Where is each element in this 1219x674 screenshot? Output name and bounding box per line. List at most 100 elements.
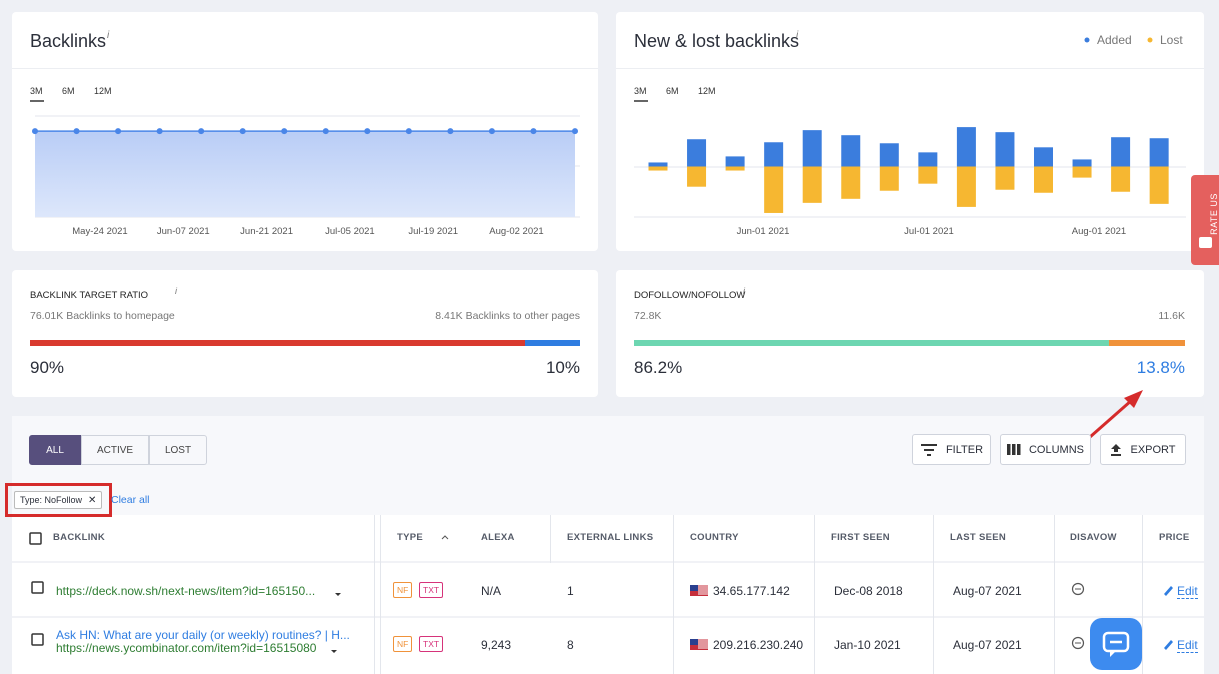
rate-us: RATE US	[1208, 193, 1219, 235]
flag-canton	[690, 639, 698, 645]
x-tick-label: Jun-07 2021	[157, 226, 210, 237]
disavow-icon	[1071, 582, 1085, 596]
bar	[802, 166, 822, 203]
period-tab[interactable]: 3M	[30, 86, 43, 96]
bar	[725, 156, 745, 167]
point	[322, 128, 329, 135]
caption: 8.41K Backlinks to other pages	[435, 310, 580, 322]
period-tab[interactable]: 6M	[62, 86, 75, 96]
toolbar-button[interactable]: EXPORT	[1100, 434, 1186, 465]
price-edit[interactable]: Edit	[1177, 584, 1198, 599]
backlink-url[interactable]: https://news.ycombinator.com/item?id=165…	[56, 641, 317, 655]
column-header: BACKLINK	[53, 532, 106, 543]
external-links: 1	[567, 584, 574, 598]
tab[interactable]: ACTIVE	[81, 435, 149, 465]
ratio-bar	[30, 340, 525, 346]
legend-label: Added	[1097, 33, 1132, 47]
card-title: New & lost backlinks	[634, 31, 800, 51]
rate-icon	[1199, 237, 1212, 248]
first-seen: Dec-08 2018	[834, 584, 903, 598]
bar	[1034, 166, 1053, 193]
x-tick-label: May-24 2021	[72, 226, 127, 237]
dropdown-caret	[335, 593, 341, 596]
edit-icon	[1164, 640, 1173, 650]
column-divider	[814, 515, 815, 674]
column-divider	[374, 515, 375, 674]
tab[interactable]: ALL	[29, 435, 81, 465]
info: i	[175, 286, 177, 296]
point	[32, 128, 38, 135]
tab[interactable]: LOST	[149, 435, 207, 465]
toolbar-button[interactable]: COLUMNS	[1000, 434, 1091, 465]
point	[488, 128, 495, 135]
caption: 11.6K	[1158, 310, 1185, 322]
chip-close[interactable]: ✕	[88, 495, 97, 506]
point	[239, 128, 246, 135]
price-edit[interactable]: Edit	[1177, 638, 1198, 653]
divider	[616, 68, 1204, 69]
info: i	[743, 286, 745, 296]
arrow-head	[1124, 390, 1143, 408]
toolbar-button[interactable]: FILTER	[912, 434, 991, 465]
column-divider	[1054, 515, 1055, 674]
x-tick-label: Jun-01 2021	[737, 226, 790, 237]
bar	[1149, 166, 1169, 204]
legend-dot	[1084, 37, 1090, 43]
external-links: 8	[567, 638, 574, 652]
point	[281, 128, 288, 135]
target-ratio-card	[12, 270, 598, 397]
alexa: N/A	[481, 584, 502, 598]
x-tick-label: Jul-05 2021	[325, 226, 375, 237]
badge: NF	[393, 582, 413, 598]
filter-chip[interactable]: Type: NoFollow ✕	[14, 491, 103, 509]
column-header: FIRST SEEN	[831, 532, 890, 543]
period-tab[interactable]: 6M	[666, 86, 679, 96]
point	[530, 128, 537, 135]
bar	[918, 166, 938, 184]
column-header: LAST SEEN	[950, 532, 1007, 543]
new-lost-card: New & lost backlinks i	[616, 12, 1204, 251]
period-tab[interactable]: 12M	[698, 86, 716, 96]
bar	[1111, 137, 1131, 167]
disavow-icon	[1071, 636, 1085, 650]
clear-link[interactable]: Clear all	[111, 494, 150, 506]
ip: 209.216.230.240	[713, 638, 804, 652]
bar	[918, 152, 938, 167]
legend-dot	[1147, 37, 1153, 43]
bar	[879, 166, 899, 191]
bar	[1111, 166, 1131, 192]
bar	[764, 142, 784, 167]
bar	[879, 143, 899, 167]
rate-us-tab[interactable]: RATE US	[1191, 175, 1219, 265]
point	[447, 128, 454, 135]
point	[405, 128, 412, 135]
area	[35, 131, 575, 217]
chat-button[interactable]	[1090, 618, 1142, 670]
bar	[1072, 159, 1092, 167]
backlink-url[interactable]: https://deck.now.sh/next-news/item?id=16…	[56, 584, 316, 598]
card-title: Backlinks	[30, 31, 107, 51]
bar	[648, 166, 668, 171]
period-tab[interactable]: 3M	[634, 86, 647, 96]
edit-icon	[1164, 586, 1173, 596]
dropdown-caret	[331, 650, 337, 653]
bar	[1072, 166, 1092, 178]
flag-canton	[690, 585, 698, 591]
column-header: PRICE	[1159, 532, 1190, 543]
ratio-value: 90%	[30, 358, 65, 377]
last-seen: Aug-07 2021	[953, 638, 1022, 652]
column-divider	[380, 515, 381, 674]
column-header: ALEXA	[481, 532, 515, 543]
first-seen: Jan-10 2021	[834, 638, 901, 652]
backlink-title[interactable]: Ask HN: What are your daily (or weekly) …	[56, 628, 350, 642]
ratio-bar	[1108, 340, 1185, 346]
bar	[841, 166, 861, 199]
bar	[764, 166, 784, 213]
last-seen: Aug-07 2021	[953, 584, 1022, 598]
point	[572, 128, 578, 135]
column-header: DISAVOW	[1070, 532, 1117, 543]
checkbox	[29, 532, 42, 545]
period-tab[interactable]: 12M	[94, 86, 112, 96]
alexa: 9,243	[481, 638, 512, 652]
